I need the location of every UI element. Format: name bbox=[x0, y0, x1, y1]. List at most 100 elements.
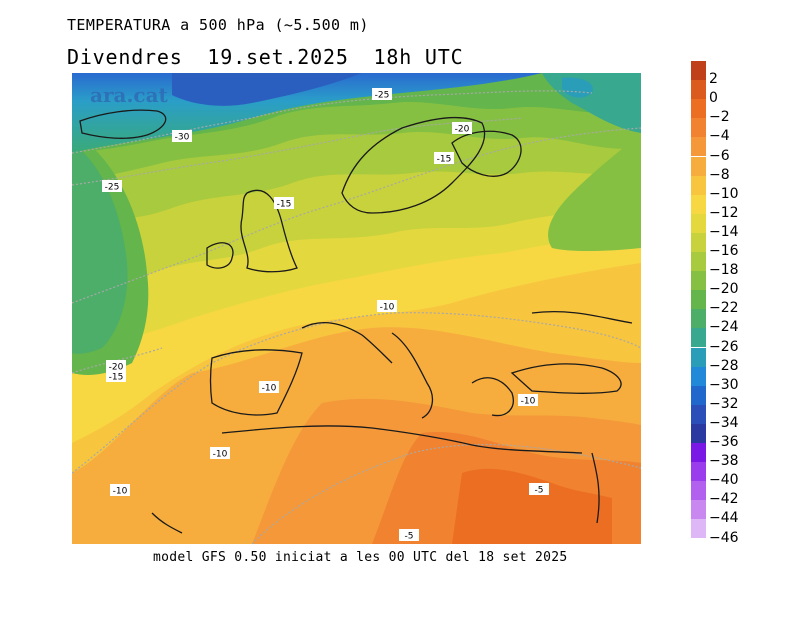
contour-minus10 bbox=[72, 312, 641, 474]
forecast-time: 18h UTC bbox=[373, 45, 464, 69]
legend-label: −16 bbox=[709, 243, 739, 260]
legend-label: −34 bbox=[709, 414, 739, 431]
field-north-minus30 bbox=[172, 73, 362, 106]
legend-swatch bbox=[691, 271, 706, 291]
legend-swatch bbox=[691, 137, 706, 157]
legend-swatch bbox=[691, 156, 706, 176]
contour-label-text: -5 bbox=[535, 486, 544, 496]
contour-minus25-west bbox=[72, 117, 523, 186]
legend-swatch bbox=[691, 213, 706, 233]
legend-label: −6 bbox=[709, 147, 730, 164]
coast-canaries bbox=[151, 512, 183, 534]
contour-label-text: -25 bbox=[105, 183, 120, 193]
field-west-minus24 bbox=[72, 143, 128, 354]
legend-label: −44 bbox=[709, 510, 739, 527]
model-info: model GFS 0.50 iniciat a les 00 UTC del … bbox=[153, 550, 568, 565]
legend-swatch bbox=[691, 175, 706, 195]
field-east-minus20 bbox=[548, 133, 641, 252]
legend-swatch bbox=[691, 500, 706, 520]
legend-label: −32 bbox=[709, 395, 739, 412]
legend-swatch bbox=[691, 118, 706, 138]
coast-france bbox=[301, 322, 393, 364]
contour-label: -30 bbox=[172, 130, 192, 143]
contour-label: -10 bbox=[210, 447, 230, 460]
contour-label-text: -10 bbox=[113, 487, 128, 497]
legend-label: 0 bbox=[709, 90, 718, 107]
contour-label-text: -30 bbox=[175, 133, 190, 143]
chart-title: TEMPERATURA a 500 hPa (~5.500 m) bbox=[67, 16, 369, 34]
legend-label: −46 bbox=[709, 529, 739, 546]
legend-swatch bbox=[691, 99, 706, 119]
legend-swatch bbox=[691, 309, 706, 329]
legend-label: −40 bbox=[709, 472, 739, 489]
temperature-map: -25 -20 -30 -15 -25 -15 bbox=[72, 73, 641, 544]
map-svg: -25 -20 -30 -15 -25 -15 bbox=[72, 73, 641, 544]
contour-label: -15 bbox=[434, 152, 454, 165]
forecast-date: Divendres 19.set.2025 18h UTC bbox=[67, 45, 475, 69]
coast-north-africa bbox=[221, 425, 583, 454]
contour-label: -20 bbox=[106, 360, 126, 373]
contour-label: -25 bbox=[372, 88, 392, 101]
legend-swatch bbox=[691, 328, 706, 348]
contour-label: -10 bbox=[518, 394, 538, 407]
contour-label: -10 bbox=[259, 381, 279, 394]
watermark-logo: ara.cat bbox=[90, 83, 168, 107]
legend-swatch bbox=[691, 61, 706, 80]
contour-label: -25 bbox=[102, 180, 122, 193]
legend-swatch bbox=[691, 519, 706, 539]
legend-swatch bbox=[691, 347, 706, 367]
contour-labels: -25 -20 -30 -15 -25 -15 bbox=[102, 88, 549, 542]
contour-label: -10 bbox=[377, 300, 397, 313]
legend-label: −28 bbox=[709, 357, 739, 374]
contour-label: -15 bbox=[274, 197, 294, 210]
contour-minus20-west bbox=[72, 347, 163, 374]
coast-scandinavia bbox=[341, 116, 486, 214]
contour-label: -20 bbox=[452, 122, 472, 135]
legend-label: −12 bbox=[709, 204, 739, 221]
field-minus2 bbox=[452, 468, 612, 544]
coast-greece bbox=[471, 377, 514, 417]
contour-label-text: -10 bbox=[521, 397, 536, 407]
coast-britain bbox=[240, 189, 298, 273]
coast-finland bbox=[451, 130, 522, 177]
coast-ireland bbox=[206, 242, 234, 269]
legend-label: −36 bbox=[709, 434, 739, 451]
coast-italy bbox=[391, 332, 434, 419]
contour-label-text: -15 bbox=[277, 200, 292, 210]
legend-label: −42 bbox=[709, 491, 739, 508]
contour-label-text: -15 bbox=[437, 155, 452, 165]
legend-label: −18 bbox=[709, 262, 739, 279]
legend-label: 2 bbox=[709, 71, 718, 88]
contour-label: -15 bbox=[106, 370, 126, 383]
forecast-date-value: 19.set.2025 bbox=[207, 45, 349, 69]
contour-label-text: -5 bbox=[405, 532, 414, 542]
contour-label: -5 bbox=[399, 529, 419, 542]
legend-label: −4 bbox=[709, 128, 730, 145]
contour-label-text: -20 bbox=[109, 363, 124, 373]
legend-swatch bbox=[691, 232, 706, 252]
legend-swatch bbox=[691, 80, 706, 100]
legend-label: −8 bbox=[709, 166, 730, 183]
coast-black-sea bbox=[531, 310, 633, 324]
coastlines bbox=[79, 109, 633, 534]
legend-label: −2 bbox=[709, 109, 730, 126]
contour-label-text: -15 bbox=[109, 373, 124, 383]
legend-label: −20 bbox=[709, 281, 739, 298]
legend-swatch bbox=[691, 462, 706, 482]
contour-label-text: -25 bbox=[375, 91, 390, 101]
legend-swatch bbox=[691, 404, 706, 424]
legend-label: −38 bbox=[709, 453, 739, 470]
contour-label-text: -10 bbox=[213, 450, 228, 460]
legend-swatch bbox=[691, 385, 706, 405]
coast-turkey bbox=[510, 363, 622, 394]
coast-red-sea bbox=[591, 452, 600, 524]
legend-label: −22 bbox=[709, 300, 739, 317]
legend-label: −26 bbox=[709, 338, 739, 355]
legend-label: −14 bbox=[709, 223, 739, 240]
legend-swatch bbox=[691, 194, 706, 214]
legend-swatch bbox=[691, 290, 706, 310]
forecast-day: Divendres bbox=[67, 45, 183, 69]
contour-lines bbox=[72, 90, 641, 544]
contour-label: -10 bbox=[110, 484, 130, 497]
legend-label: −30 bbox=[709, 376, 739, 393]
